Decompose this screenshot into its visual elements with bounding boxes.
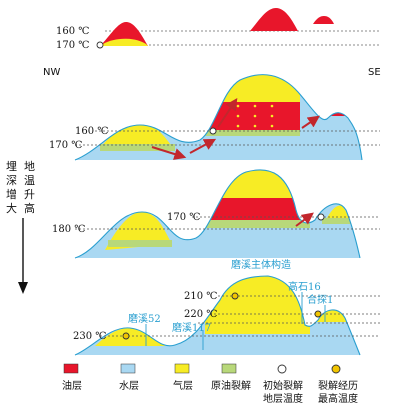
stage-2: 170 ℃ 180 ℃ xyxy=(52,169,380,259)
max-temp-marker-210 xyxy=(231,292,239,300)
initial-crack-marker xyxy=(96,41,104,49)
direction-se: SE xyxy=(368,67,381,78)
migration-arrow-s2 xyxy=(295,212,314,227)
annotation-hetan1: 合探1 xyxy=(307,293,333,306)
max-temp-marker-230 xyxy=(122,332,130,340)
legend-swatch-water xyxy=(120,363,136,374)
migration-arrow-2 xyxy=(189,138,217,154)
annotation-moxi117: 磨溪117 xyxy=(172,322,211,334)
annotation-gaoshi16: 高石16 xyxy=(288,280,321,293)
max-temp-marker-220 xyxy=(314,310,322,318)
oil-peak-top-small xyxy=(313,16,334,24)
burial-char-1: 埋 xyxy=(6,160,17,173)
legend-swatch-oil xyxy=(63,363,79,374)
label-230-s3: 230 ℃ xyxy=(73,331,106,342)
label-210-s3: 210 ℃ xyxy=(184,291,217,302)
label-170-s2: 170 ℃ xyxy=(167,212,200,223)
legend: 油层 水层 气层 原油裂解 初始裂解 地层温度 裂解经历 最高温度 xyxy=(62,363,358,405)
legend-label-max-1: 裂解经历 xyxy=(318,379,358,392)
label-170-top: 170 ℃ xyxy=(56,40,89,51)
stage-initial: 160 ℃ 170 ℃ xyxy=(56,8,380,51)
legend-label-crack: 原油裂解 xyxy=(211,379,251,392)
label-170-s1: 170 ℃ xyxy=(49,140,82,151)
geotemp-char-3: 升 xyxy=(24,188,35,201)
legend-label-water: 水层 xyxy=(119,380,139,392)
legend-swatch-crack xyxy=(221,363,237,374)
legend-label-initial-2: 地层温度 xyxy=(263,392,303,405)
migration-arrow-4 xyxy=(301,115,320,129)
geotemp-char-1: 地 xyxy=(24,160,35,173)
burial-char-4: 大 xyxy=(6,201,17,215)
stage2-outline xyxy=(74,169,361,259)
label-220-s3: 220 ℃ xyxy=(184,309,217,320)
burial-char-2: 深 xyxy=(6,174,17,187)
burial-char-3: 增 xyxy=(6,187,17,201)
gas-layer-top xyxy=(100,38,148,46)
legend-marker-max xyxy=(331,364,341,374)
legend-label-gas: 气层 xyxy=(173,379,193,392)
annotation-main-structure: 磨溪主体构造 xyxy=(231,258,291,271)
oil-dots-s1 xyxy=(236,104,274,128)
migration-arrow-3 xyxy=(217,98,238,128)
annotation-moxi52: 磨溪52 xyxy=(128,313,161,325)
legend-label-oil: 油层 xyxy=(62,379,82,392)
initial-crack-marker-s1 xyxy=(209,127,217,135)
oil-peak-top-right xyxy=(250,8,298,31)
stage-1: 160 ℃ 170 ℃ xyxy=(49,74,380,161)
legend-swatch-gas xyxy=(174,363,190,374)
stage1-outline xyxy=(74,74,363,161)
geotemp-char-2: 温 xyxy=(24,174,35,187)
label-160-s1: 160 ℃ xyxy=(75,126,108,137)
legend-marker-initial xyxy=(277,364,287,374)
stage3-outline xyxy=(74,275,361,356)
label-180-s2: 180 ℃ xyxy=(52,224,85,235)
migration-arrow-1 xyxy=(151,146,187,160)
stage-3: 210 ℃ 220 ℃ 230 ℃ 磨溪主体构造 高石16 合探1 磨溪52 磨… xyxy=(73,258,380,356)
side-labels: 埋 深 增 大 地 温 升 高 xyxy=(6,160,35,294)
initial-crack-marker-s2 xyxy=(317,213,325,221)
geotemp-char-4: 高 xyxy=(24,201,35,215)
depth-arrow-head xyxy=(18,282,28,294)
legend-label-initial-1: 初始裂解 xyxy=(263,379,303,392)
legend-label-max-2: 最高温度 xyxy=(318,392,358,405)
direction-nw: NW xyxy=(43,67,60,78)
label-160-top: 160 ℃ xyxy=(56,26,89,37)
